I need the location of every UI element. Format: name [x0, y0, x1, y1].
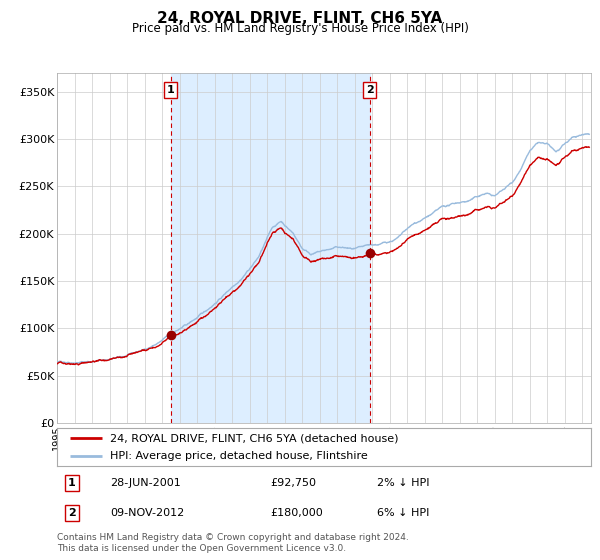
Text: Contains HM Land Registry data © Crown copyright and database right 2024.
This d: Contains HM Land Registry data © Crown c…	[57, 533, 409, 553]
Text: 2: 2	[68, 508, 76, 518]
Text: 24, ROYAL DRIVE, FLINT, CH6 5YA (detached house): 24, ROYAL DRIVE, FLINT, CH6 5YA (detache…	[110, 433, 399, 443]
Text: £92,750: £92,750	[271, 478, 317, 488]
Text: 09-NOV-2012: 09-NOV-2012	[110, 508, 185, 518]
Text: £180,000: £180,000	[271, 508, 323, 518]
Text: 6% ↓ HPI: 6% ↓ HPI	[377, 508, 430, 518]
Text: 2% ↓ HPI: 2% ↓ HPI	[377, 478, 430, 488]
Text: Price paid vs. HM Land Registry's House Price Index (HPI): Price paid vs. HM Land Registry's House …	[131, 22, 469, 35]
Text: 1: 1	[167, 85, 175, 95]
Bar	[170, 73, 370, 423]
Text: HPI: Average price, detached house, Flintshire: HPI: Average price, detached house, Flin…	[110, 451, 368, 461]
Text: 28-JUN-2001: 28-JUN-2001	[110, 478, 181, 488]
Text: 24, ROYAL DRIVE, FLINT, CH6 5YA: 24, ROYAL DRIVE, FLINT, CH6 5YA	[157, 11, 443, 26]
Text: 1: 1	[68, 478, 76, 488]
Text: 2: 2	[366, 85, 374, 95]
